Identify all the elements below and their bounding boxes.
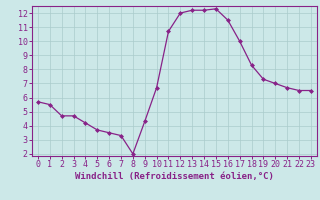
X-axis label: Windchill (Refroidissement éolien,°C): Windchill (Refroidissement éolien,°C) [75,172,274,181]
